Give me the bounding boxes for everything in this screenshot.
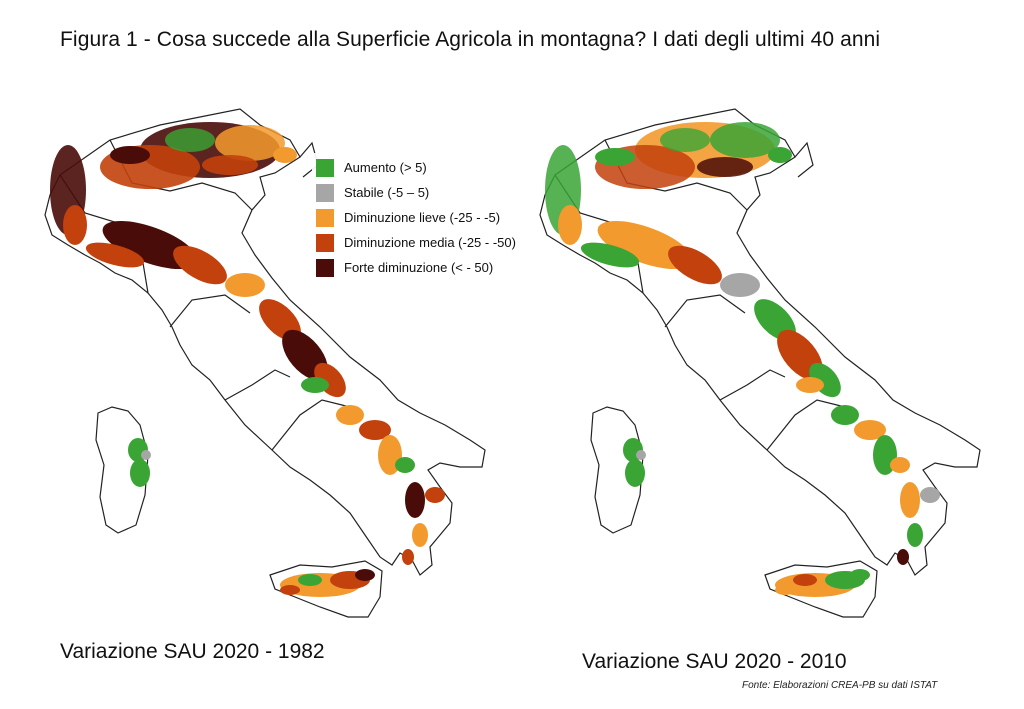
alps-regions [50,122,297,245]
alps-regions [545,122,792,245]
italy-map-1982 [44,108,486,618]
legend-item-diminuzione-lieve: Diminuzione lieve (-25 - -5) [316,205,516,230]
sicily-regions [280,569,375,597]
sicily-regions [775,569,870,597]
sardinia-regions [128,438,151,487]
source-note: Fonte: Elaborazioni CREA-PB su dati ISTA… [742,680,938,691]
map-right-caption: Variazione SAU 2020 - 2010 [582,650,847,673]
figure-title: Figura 1 - Cosa succede alla Superficie … [60,28,881,51]
legend-label: Stabile (-5 – 5) [344,185,430,200]
legend-item-diminuzione-media: Diminuzione media (-25 - -50) [316,230,516,255]
legend-item-aumento: Aumento (> 5) [316,155,516,180]
map-left [20,95,520,655]
map-left-caption: Variazione SAU 2020 - 1982 [60,640,325,663]
legend-swatch [316,208,334,227]
map-right [515,95,1015,655]
legend-label: Diminuzione media (-25 - -50) [344,235,516,250]
legend-swatch [316,158,334,177]
legend-item-stabile: Stabile (-5 – 5) [316,180,516,205]
sardinia-regions [623,438,646,487]
italy-map-2010 [539,108,981,618]
legend-label: Forte diminuzione (< - 50) [344,260,494,275]
apennine-regions [580,220,940,565]
legend-swatch [316,258,334,277]
legend-swatch [316,183,334,202]
legend-label: Diminuzione lieve (-25 - -5) [344,210,501,225]
legend-swatch [316,233,334,252]
apennine-regions [85,220,445,565]
legend-item-forte-diminuzione: Forte diminuzione (< - 50) [316,255,516,280]
legend-label: Aumento (> 5) [344,160,427,175]
map-legend: Aumento (> 5) Stabile (-5 – 5) Diminuzio… [312,153,520,282]
